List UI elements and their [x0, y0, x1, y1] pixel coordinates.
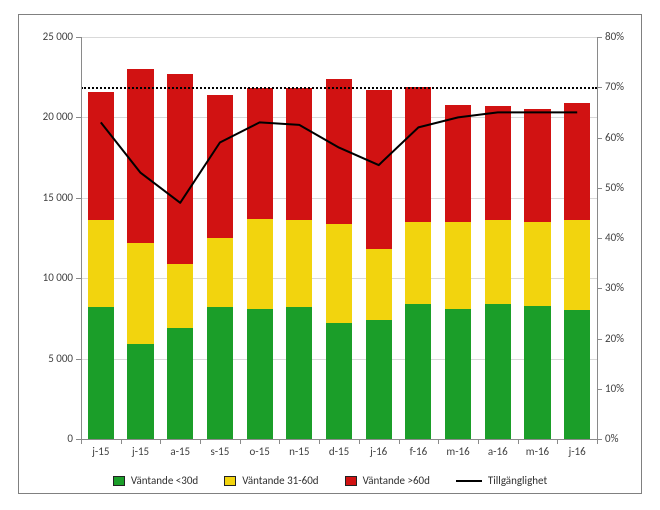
legend-item: Tillgänglighet [456, 474, 547, 487]
legend-swatch [113, 476, 125, 486]
chart-container: Väntande <30d Väntande 31-60d Väntande >60… [18, 14, 642, 494]
legend: Väntande <30d Väntande 31-60d Väntande >60… [19, 474, 641, 487]
x-tick [160, 439, 161, 444]
y-left-tick-label: 10 000 [43, 271, 73, 284]
legend-swatch [224, 476, 236, 486]
x-tick-label: s-15 [211, 445, 230, 458]
x-tick [81, 439, 82, 444]
legend-label: Tillgänglighet [488, 474, 547, 487]
y-right-tick-label: 20% [605, 332, 624, 345]
y-left-tick-label: 15 000 [43, 191, 73, 204]
x-tick-label: j-15 [92, 445, 109, 458]
plot-area [81, 37, 597, 439]
x-tick [319, 439, 320, 444]
legend-item: Väntande <30d [113, 474, 198, 487]
chart-frame: Väntande <30d Väntande 31-60d Väntande >60… [0, 0, 660, 510]
legend-swatch [345, 476, 357, 486]
y-right-tick-label: 50% [605, 181, 624, 194]
x-tick [399, 439, 400, 444]
legend-line-swatch [456, 480, 482, 482]
axis-line [597, 37, 598, 439]
x-tick-label: o-15 [249, 445, 269, 458]
legend-label: Väntande >60d [363, 474, 430, 487]
x-tick-label: j-15 [132, 445, 149, 458]
x-tick-label: d-15 [329, 445, 349, 458]
x-tick [359, 439, 360, 444]
legend-item: Väntande >60d [345, 474, 430, 487]
y-right-tick-label: 40% [605, 231, 624, 244]
legend-label: Väntande 31-60d [242, 474, 318, 487]
legend-label: Väntande <30d [131, 474, 198, 487]
x-tick-label: n-15 [289, 445, 309, 458]
y-right-tick-label: 70% [605, 80, 624, 93]
y-right-tick-label: 10% [605, 382, 624, 395]
x-tick-label: j-16 [370, 445, 387, 458]
y-left-tick-label: 20 000 [43, 110, 73, 123]
x-tick-label: m-16 [526, 445, 549, 458]
x-tick [121, 439, 122, 444]
axis-line [81, 37, 82, 439]
x-tick [279, 439, 280, 444]
x-tick-label: m-16 [446, 445, 469, 458]
x-tick-label: a-15 [170, 445, 190, 458]
y-right-tick-label: 30% [605, 281, 624, 294]
y-left-tick-label: 5 000 [48, 352, 73, 365]
y-right-tick-label: 60% [605, 131, 624, 144]
x-tick-label: j-16 [569, 445, 586, 458]
y-right-tick-label: 0% [605, 432, 618, 445]
x-tick-label: f-16 [410, 445, 428, 458]
y-right-tick-label: 80% [605, 30, 624, 43]
legend-item: Väntande 31-60d [224, 474, 318, 487]
x-tick [597, 439, 598, 444]
x-tick-label: a-16 [488, 445, 508, 458]
x-tick [200, 439, 201, 444]
x-tick [438, 439, 439, 444]
y-left-tick-label: 25 000 [43, 30, 73, 43]
x-tick [478, 439, 479, 444]
axis-line [81, 439, 597, 440]
x-tick [518, 439, 519, 444]
y-left-tick-label: 0 [67, 432, 73, 445]
x-tick [240, 439, 241, 444]
line-series [81, 37, 597, 439]
x-tick [557, 439, 558, 444]
